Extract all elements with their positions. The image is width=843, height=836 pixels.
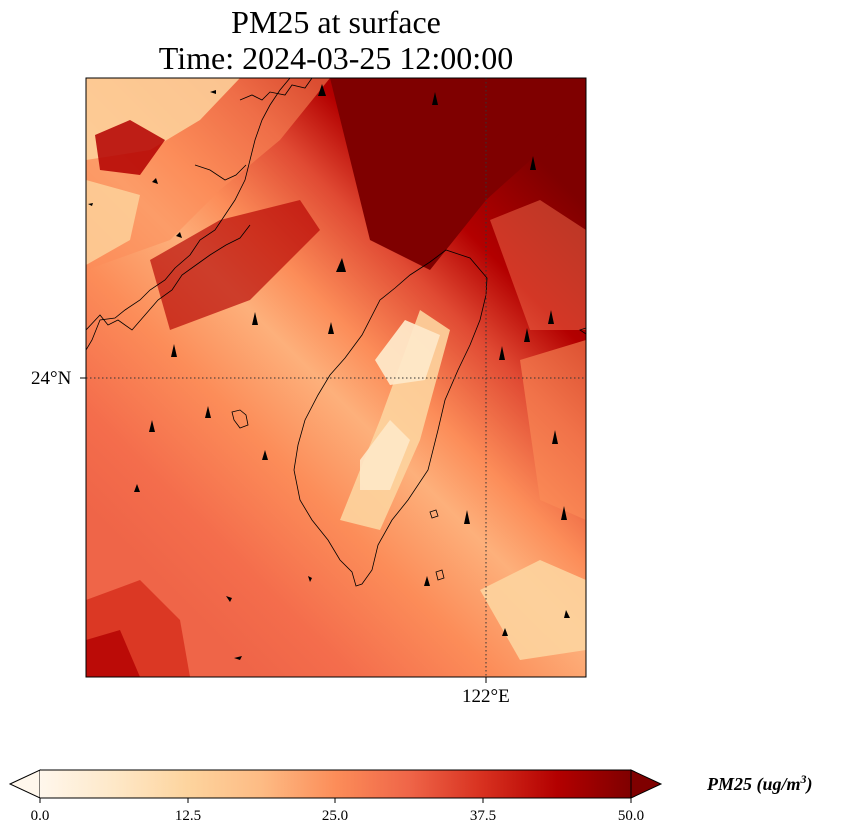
- wind-arrow: [308, 576, 312, 582]
- wind-arrow: [464, 510, 470, 524]
- wind-arrow: [424, 576, 430, 586]
- pm25-high-plume: [330, 78, 586, 270]
- wind-arrow: [171, 344, 177, 357]
- wind-arrow: [149, 420, 155, 432]
- taiwan-coastline: [293, 249, 488, 587]
- wind-arrow: [530, 156, 536, 170]
- pm25-low-central-mountains: [360, 420, 410, 490]
- gridlines: [86, 78, 586, 677]
- wind-arrow: [318, 84, 326, 96]
- colorbar-extend-min: [8, 769, 41, 799]
- china-coastline-main: [86, 78, 291, 351]
- wind-arrow: [336, 258, 346, 272]
- wind-arrow: [564, 610, 570, 618]
- green-island: [429, 509, 439, 519]
- wind-arrow: [88, 203, 93, 206]
- wind-arrow: [262, 450, 268, 460]
- wind-arrow: [524, 328, 530, 342]
- wind-arrow: [210, 90, 216, 94]
- coastlines: [86, 78, 586, 587]
- lon-tick-label: 122°E: [462, 686, 510, 707]
- map-title-line1: PM25 at surface: [231, 4, 441, 40]
- colorbar-tick-label: 0.0: [30, 808, 50, 824]
- map-frame: [85, 77, 587, 678]
- colorbar-extend-max: [630, 769, 663, 799]
- wind-arrow: [176, 232, 182, 238]
- penghu-islands: [231, 409, 249, 429]
- wind-arrow: [152, 178, 158, 184]
- colorbar-tick-label: 12.5: [174, 808, 202, 824]
- wind-arrow: [205, 406, 211, 418]
- coastal-island-north: [194, 164, 247, 181]
- pm25-moderate-east: [490, 200, 586, 330]
- colorbar-tick-label: 50.0: [617, 808, 645, 824]
- wind-arrow: [499, 346, 505, 360]
- colorbar-label: PM25 (ug/m3): [707, 772, 813, 794]
- wind-arrow: [552, 430, 558, 444]
- wind-arrow: [134, 484, 140, 492]
- pm25-clean-west: [86, 180, 140, 265]
- colorbar-tick-label: 37.5: [469, 808, 497, 824]
- wind-arrow: [548, 310, 554, 324]
- colorbar-tick-label: 25.0: [321, 808, 349, 824]
- wind-arrow: [226, 596, 232, 602]
- pm25-hotspot-northwest: [95, 120, 165, 175]
- pm25-moderate-east-lower: [520, 340, 586, 520]
- pm25-low-north-mountains: [375, 320, 440, 385]
- wind-arrow: [502, 628, 508, 636]
- wind-arrow: [234, 656, 242, 660]
- wind-arrow: [252, 312, 258, 325]
- orchid-island: [435, 569, 445, 581]
- lat-tick-label: 24°N: [31, 368, 72, 389]
- wind-arrow: [561, 506, 567, 520]
- colorbar-ticks: [39, 798, 632, 803]
- map-figure: [80, 77, 587, 683]
- coastline-north-edge: [239, 78, 313, 101]
- wind-vectors: [88, 84, 570, 660]
- wind-arrow: [432, 92, 438, 105]
- pm25-high-band: [150, 200, 320, 330]
- wind-arrow: [328, 322, 334, 334]
- colorbar-label-main: PM25 (ug/m: [707, 774, 801, 794]
- map-title-line2: Time: 2024-03-25 12:00:00: [158, 40, 514, 76]
- china-coastline-islands: [86, 224, 251, 331]
- colorbar-label-close: ): [806, 774, 813, 794]
- pm25-hotspot-southwest: [86, 630, 140, 677]
- east-edge-islet: [579, 327, 586, 335]
- colorbar-gradient: [40, 770, 631, 798]
- colorbar-label-exponent: 3: [800, 772, 807, 786]
- axis-ticks: [80, 377, 487, 683]
- colorbar: [8, 769, 663, 803]
